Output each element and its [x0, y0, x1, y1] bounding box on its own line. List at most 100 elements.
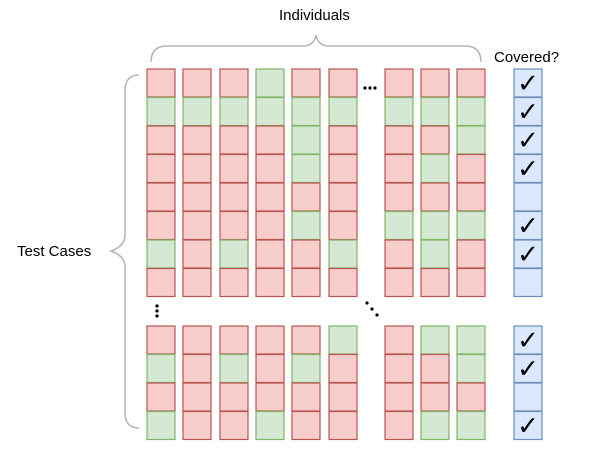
bottom-block-cell-r3-c0-passed	[146, 410, 176, 441]
diagonal-ellipsis-dot-1	[370, 307, 374, 311]
bottom-block-cell-r2-c7-failed	[420, 382, 450, 412]
top-block-cell-r5-c3-failed	[255, 210, 285, 241]
top-block-cell-r2-c4-passed	[291, 125, 321, 155]
bottom-block-cell-r3-c2-failed	[219, 410, 249, 441]
top-block-cell-r7-c3-failed	[255, 267, 285, 298]
test-cases-label: Test Cases	[17, 243, 92, 260]
top-block-cell-r7-c6-failed	[384, 267, 414, 298]
top-block-cell-r0-c3-passed	[255, 68, 285, 98]
top-block-cell-r7-c4-failed	[291, 267, 321, 298]
top-block-cell-r4-c4-failed	[291, 182, 321, 212]
top-block-cell-r7-c7-failed	[420, 267, 450, 298]
top-block-cell-r6-c2-passed	[219, 239, 249, 269]
top-block-cell-r6-c5-passed	[328, 239, 358, 269]
bottom-block-cell-r2-c2-failed	[219, 382, 249, 412]
top-block-cell-r5-c2-failed	[219, 210, 249, 241]
top-block-cell-r7-c5-failed	[328, 267, 358, 298]
top-block-cell-r0-c2-failed	[219, 68, 249, 98]
test-cases-brace	[108, 74, 140, 429]
top-block-cell-r3-c7-passed	[420, 153, 450, 184]
bottom-block-cell-r0-c7-passed	[420, 325, 450, 355]
bottom-block-cell-r1-c6-failed	[384, 353, 414, 384]
checkmark-icon: ✓	[517, 240, 539, 270]
top-block-cell-r2-c6-failed	[384, 125, 414, 155]
covered-label: Covered?	[494, 49, 560, 66]
top-block-cell-r5-c0-failed	[146, 210, 176, 241]
checkmark-icon: ✓	[517, 326, 539, 356]
top-block-cell-r4-c8-failed	[456, 182, 486, 212]
top-block-cell-r2-c3-failed	[255, 125, 285, 155]
top-block-cell-r5-c8-passed	[456, 210, 486, 241]
top-block-cell-r4-c2-failed	[219, 182, 249, 212]
top-block-cell-r1-c8-passed	[456, 96, 486, 127]
top-block-cell-r5-c5-failed	[328, 210, 358, 241]
bottom-block-covered-cell-3	[513, 410, 543, 441]
top-block-cell-r2-c0-failed	[146, 125, 176, 155]
top-block-cell-r1-c6-passed	[384, 96, 414, 127]
top-block-cell-r6-c7-passed	[420, 239, 450, 269]
top-block-cell-r6-c4-failed	[291, 239, 321, 269]
top-block-cell-r2-c8-passed	[456, 125, 486, 155]
vertical-ellipsis-dot-0	[155, 304, 159, 308]
top-block-cell-r5-c6-passed	[384, 210, 414, 241]
top-block-covered-cell-6	[513, 239, 543, 269]
bottom-block-cell-r0-c4-failed	[291, 325, 321, 355]
top-block-cell-r0-c1-failed	[182, 68, 212, 98]
top-block-cell-r0-c7-failed	[420, 68, 450, 98]
top-block-covered-cell-2	[513, 125, 543, 155]
checkmark-icon: ✓	[517, 155, 539, 185]
top-block-cell-r7-c8-failed	[456, 267, 486, 298]
top-block-cell-r3-c3-failed	[255, 153, 285, 184]
top-block-cell-r0-c4-failed	[291, 68, 321, 98]
top-block-cell-r1-c4-passed	[291, 96, 321, 127]
bottom-block-cell-r3-c7-passed	[420, 410, 450, 441]
top-block-cell-r6-c1-failed	[182, 239, 212, 269]
diagonal-ellipsis-dot-0	[365, 301, 369, 305]
top-block-cell-r4-c0-failed	[146, 182, 176, 212]
bottom-block-cell-r3-c5-failed	[328, 410, 358, 441]
top-block-cell-r6-c0-passed	[146, 239, 176, 269]
vertical-ellipsis-dot-2	[155, 314, 159, 318]
bottom-block-cell-r0-c8-passed	[456, 325, 486, 355]
top-block-cell-r3-c6-failed	[384, 153, 414, 184]
top-block-cell-r1-c5-passed	[328, 96, 358, 127]
bottom-block-cell-r0-c0-failed	[146, 325, 176, 355]
top-block-cell-r5-c7-passed	[420, 210, 450, 241]
bottom-block-cell-r3-c6-failed	[384, 410, 414, 441]
checkmark-icon: ✓	[517, 126, 539, 156]
top-block-cell-r4-c1-failed	[182, 182, 212, 212]
top-block-covered-cell-7	[513, 267, 543, 298]
horizontal-ellipsis-dot-2	[373, 86, 377, 90]
bottom-block-cell-r1-c1-failed	[182, 353, 212, 384]
bottom-block-cell-r0-c2-failed	[219, 325, 249, 355]
bottom-block-cell-r3-c8-passed	[456, 410, 486, 441]
top-block-cell-r1-c1-passed	[182, 96, 212, 127]
top-block-cell-r0-c8-failed	[456, 68, 486, 98]
top-block-cell-r1-c7-passed	[420, 96, 450, 127]
bottom-block-cell-r1-c5-failed	[328, 353, 358, 384]
top-block-covered-cell-5	[513, 210, 543, 241]
individuals-label: Individuals	[279, 7, 350, 24]
bottom-block-covered-cell-2	[513, 382, 543, 412]
top-block-cell-r3-c8-failed	[456, 153, 486, 184]
top-block-cell-r7-c2-failed	[219, 267, 249, 298]
top-block-cell-r4-c3-failed	[255, 182, 285, 212]
vertical-ellipsis-dot-1	[155, 309, 159, 313]
bottom-block-cell-r2-c3-failed	[255, 382, 285, 412]
top-block-cell-r3-c5-failed	[328, 153, 358, 184]
top-block-cell-r6-c8-failed	[456, 239, 486, 269]
top-block-cell-r7-c1-failed	[182, 267, 212, 298]
bottom-block-cell-r2-c6-failed	[384, 382, 414, 412]
bottom-block-cell-r0-c6-failed	[384, 325, 414, 355]
top-block-cell-r4-c5-failed	[328, 182, 358, 212]
bottom-block-cell-r1-c7-failed	[420, 353, 450, 384]
top-block-cell-r4-c6-failed	[384, 182, 414, 212]
top-block-cell-r4-c7-failed	[420, 182, 450, 212]
bottom-block-cell-r2-c5-failed	[328, 382, 358, 412]
bottom-block-covered-cell-1	[513, 353, 543, 384]
bottom-block-cell-r1-c3-failed	[255, 353, 285, 384]
top-block-cell-r3-c2-failed	[219, 153, 249, 184]
top-block-cell-r1-c3-passed	[255, 96, 285, 127]
top-block-cell-r1-c2-passed	[219, 96, 249, 127]
